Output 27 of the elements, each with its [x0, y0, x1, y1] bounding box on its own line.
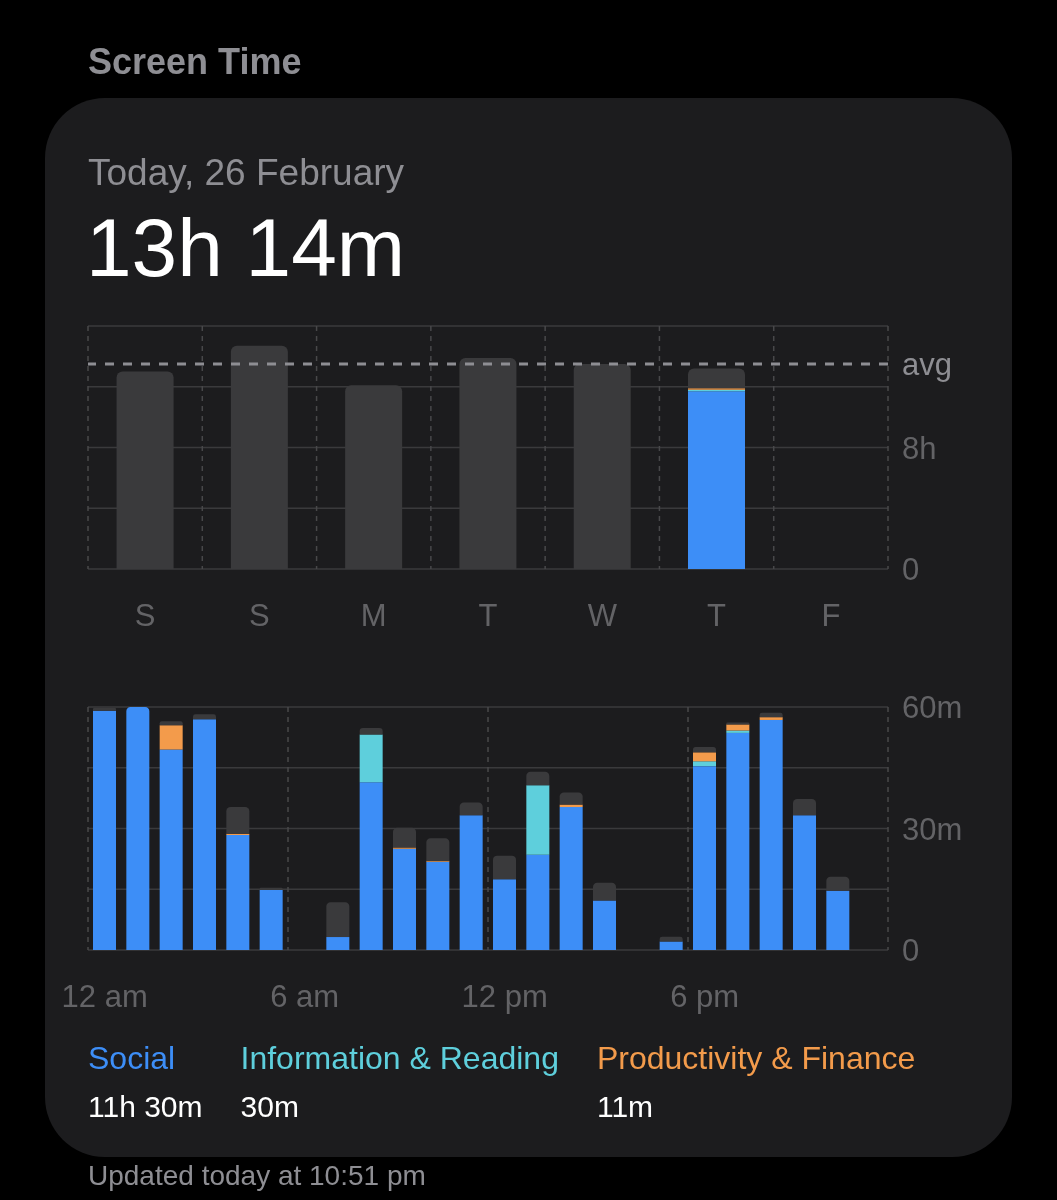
ref-line-label: avg: [902, 346, 952, 382]
text: Updated today at 10:51 pm: [88, 1160, 426, 1191]
x-tick-label: 12 am: [61, 978, 148, 1014]
y-tick-label: 60m: [902, 690, 963, 726]
text: 11h 30m: [88, 1090, 203, 1123]
text: Information & Reading: [240, 1040, 559, 1076]
text: 30m: [240, 1090, 300, 1123]
x-tick-label: 6 pm: [670, 978, 740, 1014]
y-tick-label: 8h: [902, 430, 937, 466]
text: 11m: [596, 1090, 655, 1123]
chart-title: Screen Time: [88, 41, 302, 82]
y-tick-label: 0: [902, 933, 920, 969]
x-tick-label: S: [134, 597, 156, 633]
x-tick-label: W: [587, 597, 618, 633]
x-tick-label: S: [249, 597, 270, 633]
x-tick-label: 12 pm: [461, 978, 548, 1014]
x-tick-label: M: [360, 597, 387, 633]
x-tick-label: 6 am: [270, 978, 340, 1014]
y-tick-label: 30m: [902, 811, 963, 847]
x-tick-label: T: [707, 597, 727, 633]
text: 13h 14m: [86, 202, 406, 293]
x-tick-label: T: [478, 597, 498, 633]
x-tick-label: F: [821, 597, 841, 633]
text: Social: [88, 1040, 177, 1076]
y-tick-label: 0: [902, 552, 920, 588]
text: Productivity & Finance: [596, 1040, 916, 1076]
chart-subtitle: Today, 26 February: [88, 152, 405, 193]
